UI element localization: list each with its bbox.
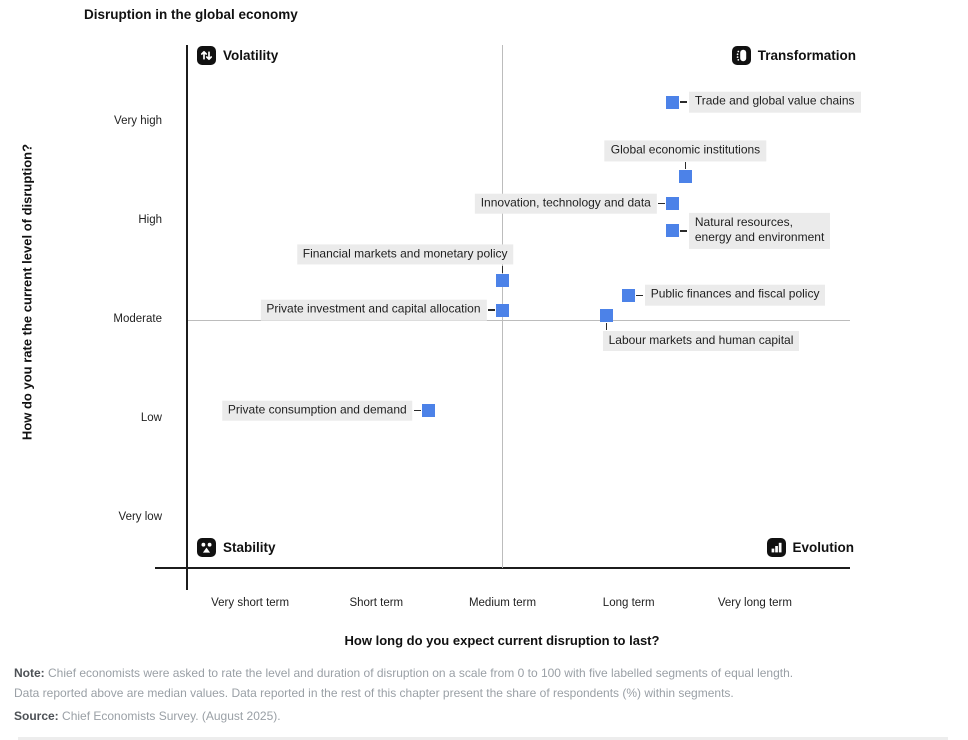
center-horizontal-gridline	[188, 320, 850, 321]
data-point-marker	[666, 95, 680, 109]
connector-line	[605, 322, 608, 330]
quadrant-transformation-label: Transformation	[757, 48, 856, 63]
data-point-label: Global economic institutions	[604, 140, 767, 161]
data-point-label: Private investment and capital allocatio…	[260, 299, 487, 321]
data-point-marker	[422, 404, 436, 418]
y-tick-label: Moderate	[113, 313, 162, 325]
x-axis-line	[155, 567, 850, 569]
data-point-label: Labour markets and human capital	[602, 330, 800, 352]
chart-title: Disruption in the global economy	[84, 7, 298, 22]
data-point-marker	[622, 288, 636, 302]
data-point-marker	[496, 273, 509, 287]
quadrant-evolution: Evolution	[766, 538, 855, 557]
note-line-2: Data reported above are median values. D…	[14, 686, 734, 700]
connector-line	[658, 202, 666, 205]
data-point-label: Natural resources, energy and environmen…	[688, 212, 831, 249]
source-line: Source: Chief Economists Survey. (August…	[14, 709, 281, 723]
footnote-block: Note: Chief economists were asked to rat…	[14, 663, 944, 726]
y-tick-label: Very high	[114, 115, 162, 127]
note-line-1: Note: Chief economists were asked to rat…	[14, 666, 794, 680]
x-tick-label: Medium term	[468, 597, 537, 609]
connector-line	[414, 409, 422, 412]
connector-line	[680, 230, 688, 232]
quadrant-volatility-label: Volatility	[223, 48, 279, 63]
quadrant-stability: Stability	[197, 538, 276, 557]
balance-icon	[197, 538, 216, 557]
quadrant-volatility: Volatility	[197, 46, 278, 65]
data-point-marker	[678, 169, 692, 183]
quadrant-evolution-label: Evolution	[792, 540, 855, 555]
x-tick-label: Short term	[349, 597, 404, 609]
note-label: Note:	[14, 666, 45, 680]
y-tick-label: Low	[140, 412, 162, 424]
x-tick-label: Very long term	[717, 597, 792, 609]
data-point-marker	[496, 303, 509, 317]
data-point-marker	[666, 224, 680, 238]
data-point-label: Public finances and fiscal policy	[644, 284, 826, 306]
connector-line	[501, 265, 504, 273]
data-point-label: Trade and global value chains	[688, 91, 861, 113]
chrysalis-icon	[731, 46, 751, 65]
data-point-label: Financial markets and monetary policy	[296, 244, 514, 265]
y-tick-label: High	[138, 214, 162, 226]
x-tick-label: Very short term	[211, 597, 290, 609]
connector-line	[680, 101, 688, 103]
connector-line	[636, 294, 644, 296]
source-label: Source:	[14, 709, 59, 723]
page-bottom-divider	[18, 737, 948, 740]
data-point-label: Innovation, technology and data	[474, 193, 657, 214]
x-axis-title: How long do you expect current disruptio…	[344, 633, 660, 648]
bar-chart-icon	[766, 538, 786, 557]
up-down-arrows-icon	[197, 46, 216, 65]
quadrant-transformation: Transformation	[731, 46, 856, 65]
data-point-label: Private consumption and demand	[221, 400, 413, 421]
x-tick-label: Long term	[602, 597, 655, 609]
y-tick-label: Very low	[118, 511, 162, 523]
data-point-marker	[666, 197, 680, 211]
data-point-marker	[600, 308, 614, 322]
quadrant-stability-label: Stability	[223, 540, 276, 555]
y-axis-line	[186, 45, 188, 590]
connector-line	[684, 161, 687, 169]
connector-line	[488, 309, 495, 311]
